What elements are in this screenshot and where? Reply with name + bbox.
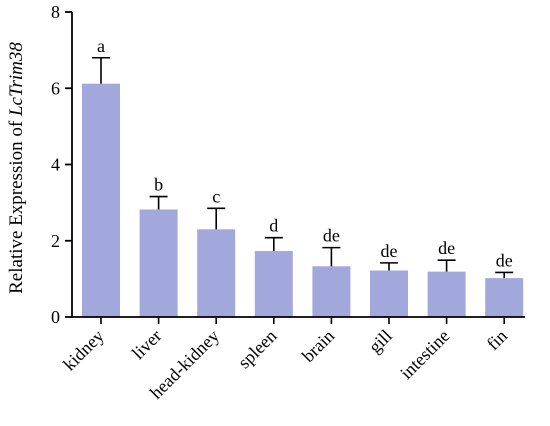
x-tick-label-intestine: intestine (396, 326, 453, 383)
bar-spleen (254, 251, 293, 317)
x-tick-label-gill: gill (365, 326, 396, 357)
significance-label-brain: de (323, 226, 340, 246)
x-tick-label-kidney: kidney (59, 326, 108, 375)
bar-gill (370, 270, 408, 317)
y-tick-label-8: 8 (51, 2, 60, 22)
significance-label-kidney: a (97, 36, 105, 56)
bars-group (82, 83, 524, 317)
significance-labels-group: a b c d de de de de (97, 36, 513, 271)
significance-label-spleen: d (269, 216, 278, 236)
bar-intestine (427, 271, 466, 317)
bar-brain (312, 266, 351, 317)
significance-label-gill: de (381, 241, 398, 261)
y-tick-label-6: 6 (51, 78, 60, 98)
x-tick-label-fin: fin (483, 326, 511, 354)
bar-head-kidney (197, 229, 236, 317)
significance-label-fin: de (496, 250, 513, 270)
y-axis-title-prefix: Relative Expression of (6, 116, 27, 294)
significance-label-intestine: de (438, 238, 455, 258)
axes-group (65, 11, 525, 324)
x-tick-label-spleen: spleen (234, 326, 281, 373)
bar-fin (485, 278, 524, 317)
bar-kidney (82, 83, 120, 317)
error-bars-group (92, 56, 514, 279)
y-tick-label-2: 2 (51, 231, 60, 251)
significance-label-head-kidney: c (212, 186, 220, 206)
y-tick-label-4: 4 (51, 155, 60, 175)
y-axis-title: Relative Expression of LcTrim38 (6, 42, 27, 294)
y-tick-label-0: 0 (51, 307, 60, 327)
x-tick-label-liver: liver (128, 326, 165, 363)
x-tick-label-brain: brain (298, 326, 338, 366)
significance-label-liver: b (154, 175, 163, 195)
svg-text:Relative Expression of LcTrim3: Relative Expression of LcTrim38 (6, 42, 27, 294)
bar-liver (139, 209, 178, 317)
y-axis-title-gene: LcTrim38 (6, 42, 27, 117)
y-tick-labels-group: 0 2 4 6 8 (51, 2, 60, 327)
